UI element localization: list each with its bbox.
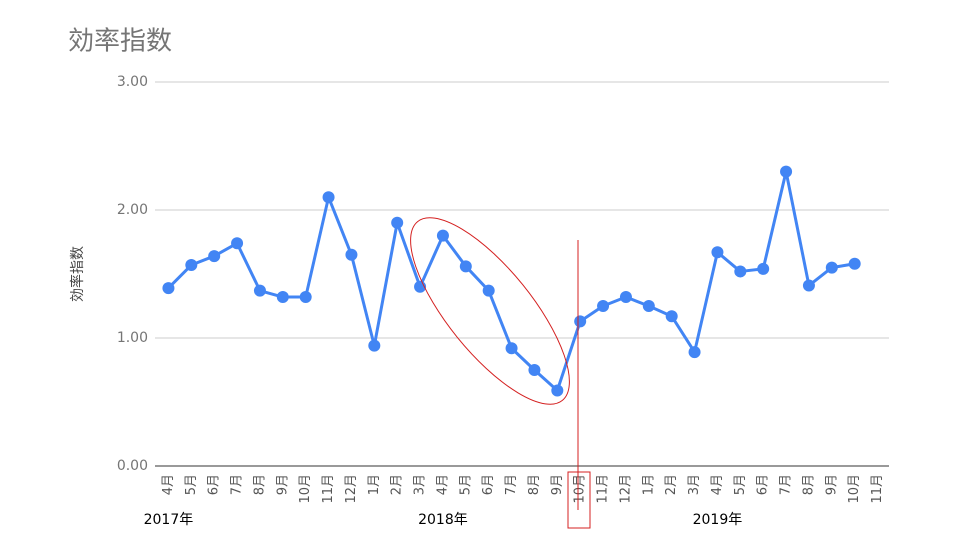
data-point	[299, 291, 312, 304]
x-tick-label: 8月	[252, 474, 267, 495]
data-point	[505, 342, 518, 355]
data-point	[597, 300, 610, 312]
data-point	[734, 265, 747, 278]
x-tick-label: 12月	[344, 474, 359, 504]
x-tick-label: 6月	[481, 474, 496, 495]
x-tick-label: 7月	[230, 474, 245, 495]
y-tick-label: 1.00	[117, 330, 148, 346]
x-group-label: 2017年	[144, 512, 194, 528]
data-point	[208, 250, 221, 263]
data-point	[253, 284, 266, 297]
data-point	[436, 229, 449, 242]
x-tick-label: 9月	[550, 474, 565, 495]
data-point	[642, 300, 655, 312]
x-tick-label: 4月	[435, 474, 450, 495]
data-point	[757, 262, 770, 275]
chart-title: 効率指数	[68, 27, 172, 57]
x-tick-label: 4月	[161, 474, 176, 495]
x-group-label: 2019年	[693, 512, 743, 528]
x-tick-label: 6月	[756, 474, 771, 495]
data-point	[619, 291, 632, 304]
data-point	[345, 248, 358, 261]
y-axis-label: 効率指数	[69, 246, 86, 302]
x-tick-label: 7月	[779, 474, 794, 495]
data-point	[780, 165, 793, 178]
data-point	[528, 364, 541, 376]
data-point	[551, 384, 564, 397]
x-tick-label: 3月	[413, 474, 428, 495]
y-tick-label: 2.00	[117, 202, 148, 218]
data-point	[574, 315, 587, 328]
x-group-label: 2018年	[418, 512, 468, 528]
data-point	[276, 291, 289, 304]
data-point	[825, 261, 838, 274]
x-tick-label: 3月	[687, 474, 702, 495]
x-tick-label: 12月	[618, 474, 633, 504]
highlight-ellipse	[410, 217, 570, 405]
x-tick-label: 11月	[870, 474, 885, 504]
x-tick-label: 5月	[458, 474, 473, 495]
x-tick-label: 8月	[801, 474, 816, 495]
data-point	[185, 259, 198, 272]
data-point	[368, 339, 381, 352]
data-point	[688, 346, 701, 359]
data-point	[848, 257, 861, 270]
data-point	[391, 216, 404, 229]
x-tick-label: 10月	[298, 474, 313, 504]
x-tick-label: 9月	[824, 474, 839, 495]
x-tick-label: 11月	[596, 474, 611, 504]
data-point	[459, 260, 472, 273]
x-tick-label: 1月	[641, 474, 656, 495]
x-tick-label: 2月	[664, 474, 679, 495]
data-point	[711, 246, 724, 259]
x-tick-label: 8月	[527, 474, 542, 495]
x-tick-label: 10月	[573, 474, 588, 504]
x-tick-label: 10月	[847, 474, 862, 504]
highlight-box	[567, 471, 591, 529]
x-tick-label: 6月	[207, 474, 222, 495]
x-tick-label: 5月	[733, 474, 748, 495]
data-point	[802, 279, 815, 292]
y-tick-label: 3.00	[117, 74, 148, 90]
x-tick-label: 11月	[321, 474, 336, 504]
x-tick-label: 7月	[504, 474, 519, 495]
y-tick-label: 0.00	[117, 458, 148, 474]
data-point	[322, 191, 335, 204]
data-point	[231, 237, 244, 250]
plot: 0.00 1.00 2.00 3.00 4月 5月 6月 7月 8月 9月 10月 11月 12月 1月 2…	[117, 74, 889, 528]
x-tick-label: 2月	[390, 474, 405, 495]
x-tick-label: 4月	[710, 474, 725, 495]
data-point	[665, 310, 678, 323]
series-line	[167, 170, 855, 392]
x-tick-label: 5月	[184, 474, 199, 495]
data-point	[482, 284, 495, 297]
x-tick-label: 9月	[275, 474, 290, 495]
data-point	[162, 282, 175, 295]
x-tick-label: 1月	[367, 474, 382, 495]
